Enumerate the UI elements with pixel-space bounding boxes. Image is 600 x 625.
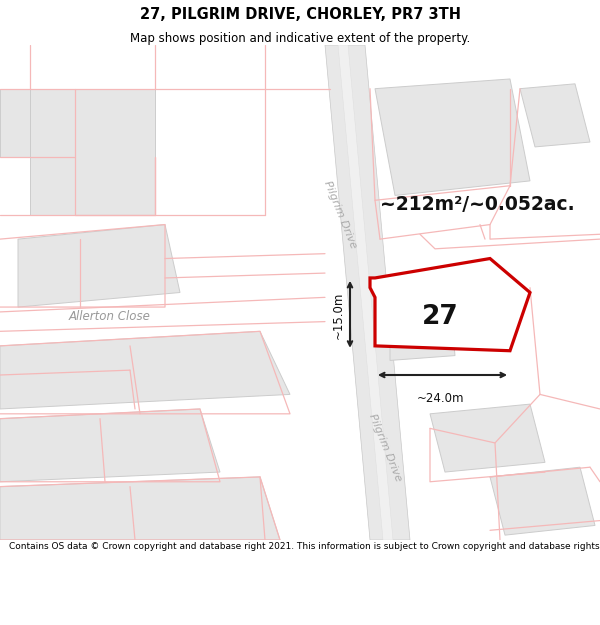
Text: Pilgrim Drive: Pilgrim Drive bbox=[367, 412, 403, 483]
Polygon shape bbox=[0, 409, 220, 482]
Text: ~24.0m: ~24.0m bbox=[416, 392, 464, 406]
Polygon shape bbox=[375, 79, 530, 196]
Text: Allerton Close: Allerton Close bbox=[69, 310, 151, 323]
Polygon shape bbox=[0, 331, 290, 409]
Polygon shape bbox=[18, 224, 180, 307]
Polygon shape bbox=[490, 468, 595, 535]
Text: ~212m²/~0.052ac.: ~212m²/~0.052ac. bbox=[380, 196, 575, 214]
Text: Contains OS data © Crown copyright and database right 2021. This information is : Contains OS data © Crown copyright and d… bbox=[9, 542, 600, 551]
Polygon shape bbox=[0, 89, 30, 157]
Text: 27: 27 bbox=[422, 304, 458, 330]
Text: Map shows position and indicative extent of the property.: Map shows position and indicative extent… bbox=[130, 32, 470, 46]
Polygon shape bbox=[338, 45, 393, 540]
Polygon shape bbox=[520, 84, 590, 147]
Polygon shape bbox=[30, 89, 155, 215]
Text: 27, PILGRIM DRIVE, CHORLEY, PR7 3TH: 27, PILGRIM DRIVE, CHORLEY, PR7 3TH bbox=[139, 7, 461, 22]
Polygon shape bbox=[325, 45, 410, 540]
Text: ~15.0m: ~15.0m bbox=[332, 291, 345, 339]
Polygon shape bbox=[0, 477, 280, 540]
Polygon shape bbox=[370, 259, 530, 351]
Polygon shape bbox=[390, 302, 455, 361]
Polygon shape bbox=[430, 404, 545, 472]
Text: Pilgrim Drive: Pilgrim Drive bbox=[322, 179, 358, 250]
